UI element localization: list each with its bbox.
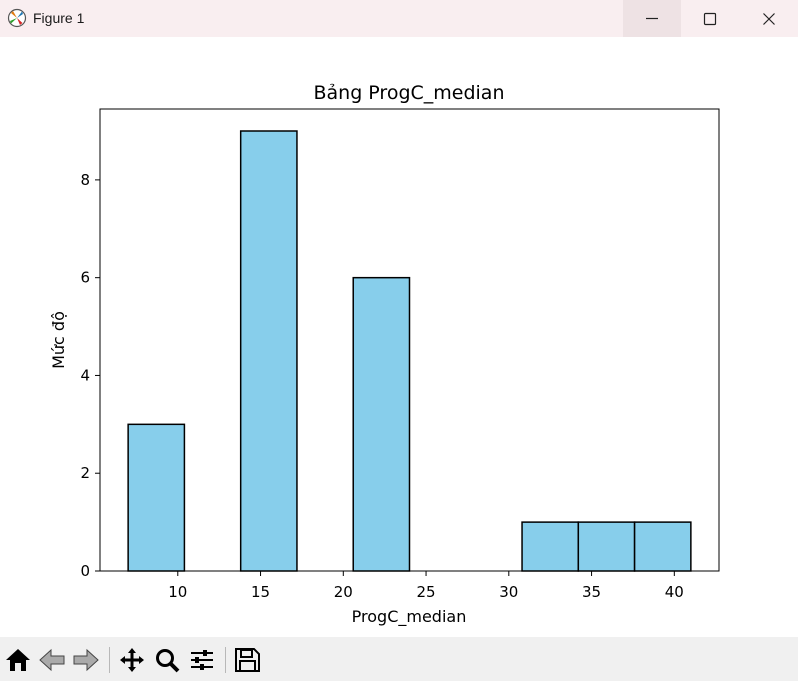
home-icon [6,649,30,671]
y-tick-label: 4 [80,366,90,384]
histogram-bar-7 [521,521,580,572]
window-title: Figure 1 [33,10,85,26]
forward-icon [73,648,99,672]
back-button[interactable] [38,647,66,673]
toolbar-separator [225,647,226,673]
zoom-icon [156,649,180,673]
save-icon [235,648,260,672]
x-tick-label: 25 [417,583,436,601]
forward-button[interactable] [72,647,100,673]
pan-icon [120,648,144,672]
matplotlib-logo-icon [7,8,27,28]
close-icon [763,13,775,25]
x-tick-label: 15 [251,583,270,601]
pan-button[interactable] [118,647,146,673]
zoom-button[interactable] [153,647,181,673]
toolbar-separator [109,647,110,673]
x-tick-label: 20 [334,583,353,601]
histogram-bar-8 [577,521,636,572]
histogram-bar-9 [633,521,692,572]
figure-canvas: Bảng ProgC_median 10 15 20 25 30 35 40 0 2 4 6 8 P… [49,82,720,627]
y-tick-label: 6 [80,269,90,287]
y-tick-label: 2 [80,464,90,482]
x-tick-label: 10 [168,583,187,601]
histogram-bar-2 [239,130,298,572]
x-tick-label: 30 [499,583,518,601]
configure-subplots-icon [191,650,213,670]
x-tick-label: 35 [582,583,601,601]
y-axis-ticks: 0 2 4 6 8 [80,171,100,580]
axes-frame [99,108,720,572]
histogram-bar-0 [127,423,186,572]
minimize-icon [646,17,658,20]
y-axis-label: Mức độ [49,311,68,369]
home-button[interactable] [4,647,32,673]
maximize-button[interactable] [681,0,739,37]
navigation-toolbar [0,637,798,681]
y-tick-label: 8 [80,171,90,189]
x-axis-ticks: 10 15 20 25 30 35 40 [168,571,684,601]
maximize-icon [703,12,717,26]
window-titlebar: Figure 1 [0,0,798,37]
save-button[interactable] [233,647,261,673]
close-button[interactable] [740,0,798,37]
minimize-button[interactable] [623,0,681,37]
y-tick-label: 0 [80,562,90,580]
configure-subplots-button[interactable] [188,647,216,673]
histogram-bar-4 [352,276,411,572]
bars-group [127,130,692,572]
x-axis-label: ProgC_median [352,607,467,627]
back-icon [39,648,65,672]
chart-title: Bảng ProgC_median [313,82,504,104]
x-tick-label: 40 [665,583,684,601]
